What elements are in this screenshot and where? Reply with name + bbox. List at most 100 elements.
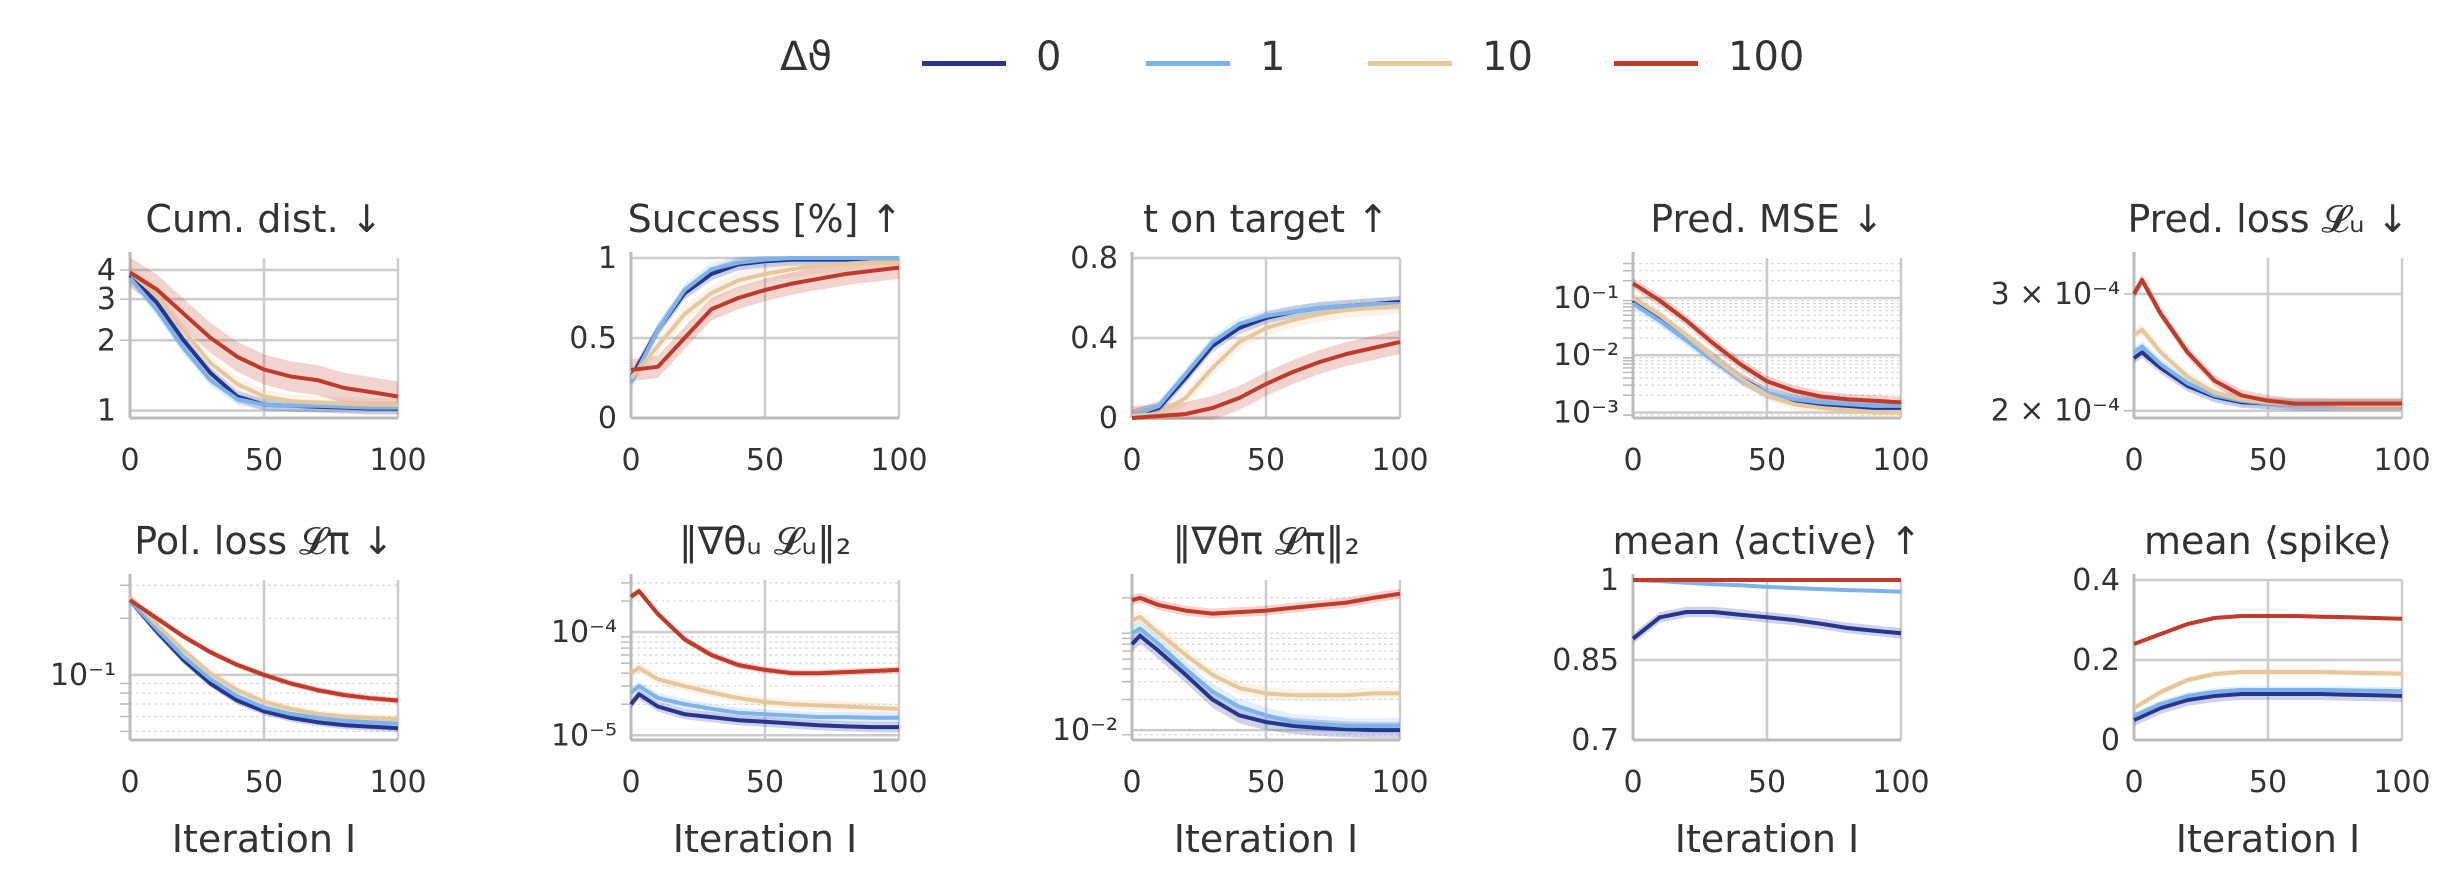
series-line-100 [1631, 281, 1902, 405]
subplot-10: 0 0.2 0.4 0 50 100 mean ⟨spike⟩ Iteration I [2072, 519, 2430, 861]
series-band-0 [2134, 346, 2402, 411]
x-tick-label: 50 [1748, 443, 1786, 478]
series-line-10 [128, 595, 399, 722]
legend: Δϑ 0 1 10 100 [0, 22, 2451, 102]
series-line-10 [629, 665, 900, 711]
x-tick-label: 100 [369, 765, 426, 800]
series-line-1 [629, 256, 899, 384]
series-line-1 [1130, 626, 1400, 728]
x-tick-label: 0 [2124, 443, 2143, 478]
subplot-1: 1 2 34 0 50 100 Cum. dist. ↓ [97, 197, 427, 478]
series-band-10 [631, 662, 899, 714]
x-axis-label: Iteration I [1174, 817, 1358, 861]
series-line-100 [629, 589, 900, 676]
legend-title: Δϑ [780, 34, 833, 80]
legend-swatch [922, 61, 1006, 66]
subplot-title: mean ⟨spike⟩ [2144, 519, 2392, 563]
subplot-3: 0 0.4 0.8 0 50 100 t on target ↑ [1070, 197, 1428, 478]
subplot-title: Success [%] ↑ [628, 197, 903, 241]
series-band-1 [631, 681, 899, 723]
subplot-title: Pol. loss 𝓛π ↓ [134, 519, 393, 563]
x-tick-label: 50 [245, 443, 283, 478]
legend-swatch [1368, 61, 1452, 66]
x-tick-label: 100 [1371, 765, 1428, 800]
series-line-1 [1632, 578, 1902, 594]
x-tick-label: 50 [746, 443, 784, 478]
x-tick-label: 100 [369, 443, 426, 478]
y-tick-label: 0 [2101, 723, 2120, 758]
subplot-6: 10⁻¹ 0 50 100 Pol. loss 𝓛π ↓ Iteration I [50, 519, 427, 861]
y-tick-label: 0.85 [1552, 643, 1619, 678]
legend-swatch [1146, 61, 1230, 66]
x-axis-label: Iteration I [1675, 817, 1859, 861]
y-tick-label: 0.4 [1070, 321, 1118, 356]
series-band-1 [1633, 298, 1901, 412]
series-band-0 [631, 689, 899, 733]
series-band-1 [1132, 620, 1400, 734]
y-tick-label: 2 [97, 323, 116, 358]
y-tick-label: 4 [97, 253, 116, 288]
y-tick-label: 10⁻¹ [50, 658, 116, 693]
series-line-100 [128, 270, 399, 399]
series-band-100 [631, 256, 899, 382]
series-line-100 [1131, 591, 1401, 616]
y-tick-label: 0.4 [2072, 563, 2120, 598]
series-line-10 [2132, 670, 2403, 710]
subplot-7: 10⁻⁵ 10⁻⁴ 0 50 100 ‖∇θᵤ 𝓛ᵤ‖₂ Iteration I [551, 519, 928, 861]
series-line-10 [1131, 304, 1401, 418]
x-tick-label: 100 [2373, 765, 2430, 800]
subplot-5: 2 × 10⁻⁴ 3 × 10⁻⁴ 0 50 100 Pred. loss 𝓛ᵤ ↓ [1991, 197, 2431, 478]
series-line-100 [2132, 278, 2402, 406]
x-tick-label: 0 [1623, 765, 1642, 800]
y-tick-label: 1 [97, 394, 116, 429]
x-axis-label: Iteration I [2176, 817, 2360, 861]
series-line-1 [1131, 302, 1400, 418]
y-tick-label: 3 × 10⁻⁴ [1991, 277, 2120, 312]
x-tick-label: 0 [1623, 443, 1642, 478]
series-line-0 [1631, 610, 1902, 641]
series-line-0 [629, 692, 899, 730]
y-tick-label: 10⁻⁴ [551, 615, 617, 650]
x-tick-label: 50 [1748, 765, 1786, 800]
series-line-1 [629, 684, 899, 720]
legend-label: 0 [1036, 34, 1062, 80]
y-tick-label: 0.8 [1070, 241, 1118, 276]
series-band-0 [631, 256, 899, 385]
subplot-9: 0.7 0.85 1 0 50 100 mean ⟨active⟩ ↑ Iteration I [1552, 519, 1929, 861]
series-line-100 [128, 598, 399, 703]
legend-swatch [1614, 61, 1698, 66]
series-band-100 [1132, 330, 1400, 420]
series-band-100 [631, 587, 899, 677]
y-tick-label: 1 [598, 241, 617, 276]
y-tick-label: 10⁻⁵ [551, 718, 617, 753]
x-tick-label: 0 [120, 443, 139, 478]
x-tick-label: 0 [1122, 765, 1141, 800]
subplot-title: Cum. dist. ↓ [145, 197, 382, 241]
legend-label: 100 [1728, 34, 1805, 80]
series-line-1 [2133, 688, 2403, 718]
legend-label: 10 [1482, 34, 1533, 80]
x-tick-label: 50 [1247, 765, 1285, 800]
series-band-0 [1633, 295, 1901, 414]
x-tick-label: 50 [2249, 765, 2287, 800]
x-axis-label: Iteration I [673, 817, 857, 861]
subplot-8: 10⁻²0 50 100 ‖∇θπ 𝓛π‖₂ Iteration I [1052, 519, 1429, 861]
subplot-title: Pred. loss 𝓛ᵤ ↓ [2127, 197, 2408, 241]
series-band-10 [1132, 298, 1400, 420]
legend-label: 1 [1260, 34, 1286, 80]
series-line-1 [128, 276, 398, 410]
x-tick-label: 0 [120, 765, 139, 800]
subplot-4: 10⁻³ 10⁻² 10⁻¹ 0 50 100 Pred. MSE ↓ [1553, 197, 1930, 478]
y-tick-label: 10⁻² [1553, 338, 1619, 373]
y-tick-label: 1 [1600, 563, 1619, 598]
x-tick-label: 100 [1872, 765, 1929, 800]
x-tick-label: 100 [1872, 443, 1929, 478]
series-line-0 [1130, 633, 1400, 733]
subplot-title: t on target ↑ [1143, 197, 1389, 241]
series-line-10 [629, 260, 899, 380]
x-tick-label: 0 [621, 765, 640, 800]
y-tick-label: 2 × 10⁻⁴ [1991, 394, 2120, 429]
subplot-title: mean ⟨active⟩ ↑ [1613, 519, 1922, 563]
x-tick-label: 50 [245, 765, 283, 800]
